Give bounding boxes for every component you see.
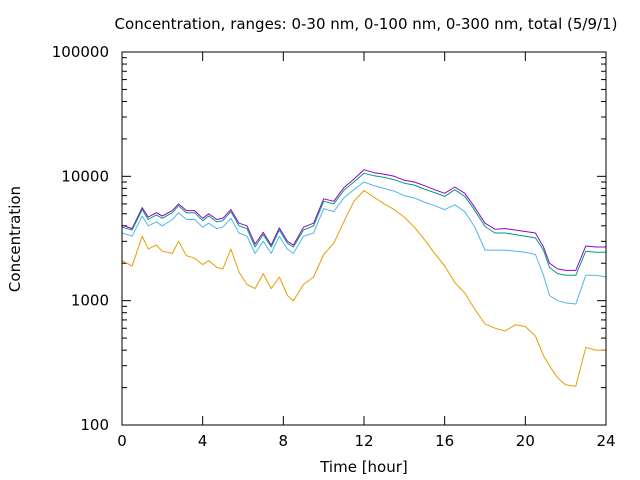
y-axis-label: Concentration <box>6 186 24 292</box>
x-tick-label: 24 <box>596 432 615 450</box>
plot-frame <box>121 51 607 426</box>
series-line-2 <box>121 172 606 276</box>
x-tick-label: 0 <box>117 432 127 450</box>
y-tick-label: 100000 <box>52 43 109 61</box>
x-tick-label: 12 <box>354 432 373 450</box>
x-axis-ticks: 0 4 8 12 16 20 24 <box>117 52 616 450</box>
series-line-4 <box>121 189 606 387</box>
x-tick-label: 20 <box>516 432 535 450</box>
series-line-3 <box>121 181 607 305</box>
y-tick-label: 1000 <box>71 292 109 310</box>
y-tick-label: 100 <box>80 416 109 434</box>
x-tick-label: 4 <box>198 432 208 450</box>
chart-title: Concentration, ranges: 0-30 nm, 0-100 nm… <box>115 15 618 33</box>
y-tick-label: 10000 <box>61 167 109 185</box>
series-layer <box>121 169 607 387</box>
x-tick-label: 16 <box>435 432 454 450</box>
y-axis-ticks: 100 1000 10000 100000 <box>52 43 606 434</box>
x-axis-label: Time [hour] <box>319 458 408 476</box>
series-line-1 <box>121 169 606 271</box>
x-tick-label: 8 <box>279 432 289 450</box>
